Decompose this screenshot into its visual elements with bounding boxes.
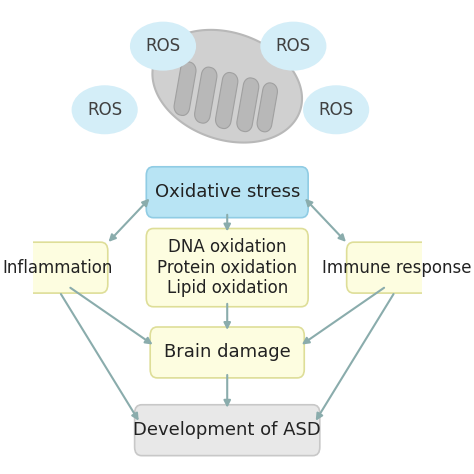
Text: Brain damage: Brain damage (164, 344, 291, 362)
Ellipse shape (260, 22, 327, 71)
Text: ROS: ROS (87, 101, 122, 119)
Ellipse shape (130, 22, 196, 71)
Text: Development of ASD: Development of ASD (133, 421, 321, 439)
Polygon shape (174, 62, 196, 116)
Text: ROS: ROS (276, 37, 311, 55)
Ellipse shape (303, 85, 369, 134)
Polygon shape (216, 73, 238, 128)
FancyBboxPatch shape (135, 405, 320, 456)
Ellipse shape (72, 85, 138, 134)
Text: DNA oxidation
Protein oxidation
Lipid oxidation: DNA oxidation Protein oxidation Lipid ox… (157, 238, 297, 297)
FancyBboxPatch shape (346, 242, 446, 293)
Text: ROS: ROS (319, 101, 354, 119)
Polygon shape (237, 78, 259, 132)
Polygon shape (257, 83, 277, 132)
Text: Immune response: Immune response (322, 259, 471, 277)
FancyBboxPatch shape (146, 167, 308, 218)
Text: Oxidative stress: Oxidative stress (155, 183, 300, 201)
FancyBboxPatch shape (150, 327, 304, 378)
Polygon shape (195, 67, 217, 123)
FancyBboxPatch shape (146, 228, 308, 307)
FancyBboxPatch shape (8, 242, 108, 293)
Text: Inflammation: Inflammation (3, 259, 113, 277)
Text: ROS: ROS (146, 37, 181, 55)
Polygon shape (153, 30, 302, 143)
